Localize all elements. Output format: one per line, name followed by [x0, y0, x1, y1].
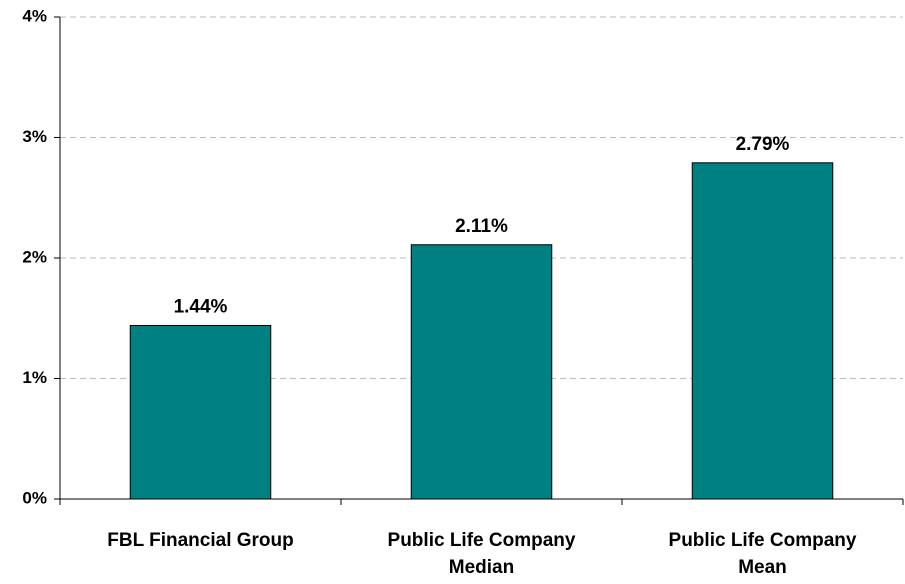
y-tick-label: 3%	[22, 127, 47, 146]
value-label: 2.79%	[736, 134, 790, 155]
y-tick-label: 2%	[22, 247, 47, 266]
value-label: 2.11%	[455, 216, 508, 237]
x-tick-label: Public Life Company Median	[387, 530, 576, 578]
x-tick-label: FBL Financial Group	[107, 530, 294, 551]
value-label: 1.44%	[174, 296, 228, 317]
y-tick-label: 0%	[22, 488, 47, 507]
y-tick-label: 4%	[22, 6, 47, 25]
x-tick-label: Public Life Company Mean	[668, 530, 857, 578]
bar	[410, 244, 553, 500]
y-tick-label: 1%	[22, 368, 47, 387]
bar	[691, 162, 834, 500]
bar	[129, 324, 272, 500]
